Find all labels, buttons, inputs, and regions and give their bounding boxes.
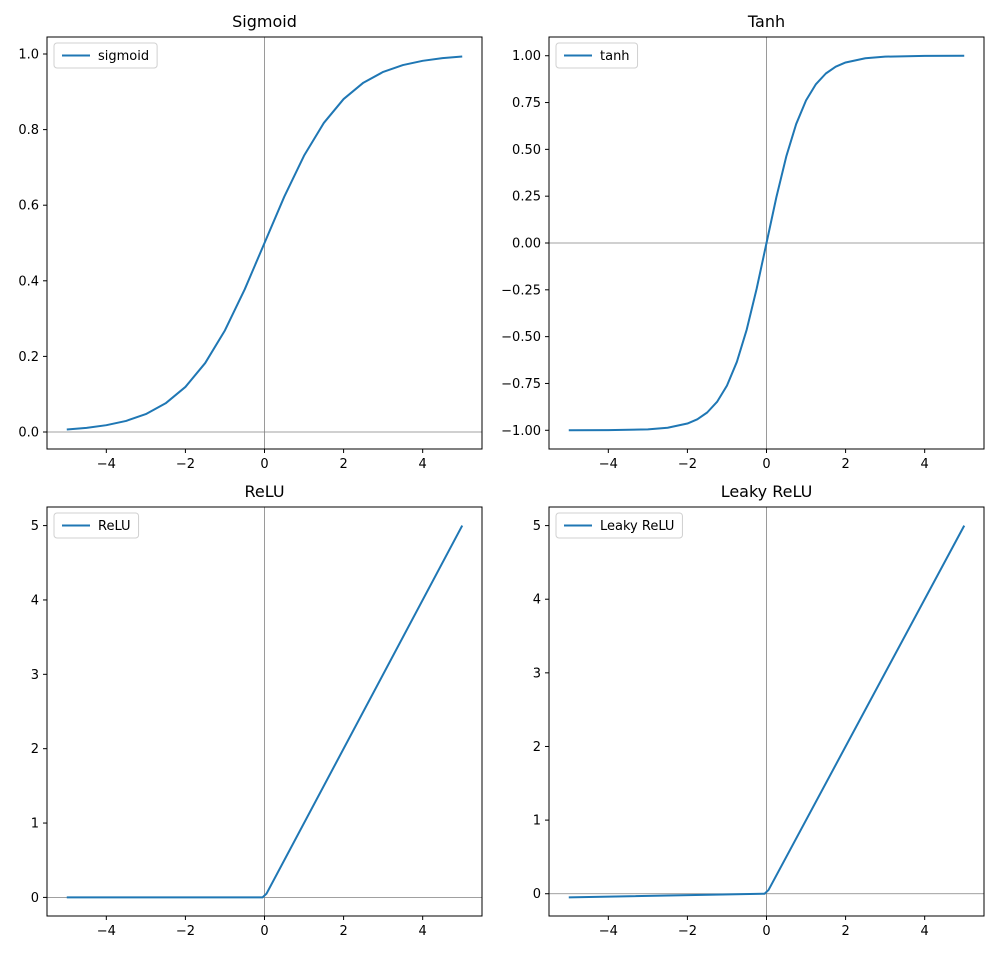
tanh-y-tick-label: −1.00	[501, 424, 541, 439]
sigmoid-y-tick-label: 0.6	[18, 199, 39, 214]
leaky-relu-y-tick-label: 4	[533, 593, 541, 608]
leaky-relu-series-line-leaky-relu	[568, 525, 966, 899]
leaky-relu-legend-box	[555, 512, 683, 539]
relu-y-tick-label: 2	[31, 742, 39, 757]
sigmoid-x-tick-label: 4	[419, 457, 427, 472]
relu-x-tick-label: 0	[260, 924, 268, 939]
sigmoid-legend: sigmoid	[53, 42, 158, 69]
tanh-x-tick-label: 2	[841, 457, 849, 472]
relu-y-tick-label: 5	[31, 519, 39, 534]
tanh-x-tick-label: 4	[921, 457, 929, 472]
leaky-relu-y-tick-label: 3	[533, 666, 541, 681]
tanh-panel: −4 −2 0 2 4 −1.00 −0.75 −0.50 −0.25 0.00 0.25 0.50 0…	[501, 12, 985, 472]
tanh-x-tick-label: 0	[762, 457, 770, 472]
leaky-relu-x-tick-label: 4	[921, 924, 929, 939]
tanh-y-tick-label: 1.00	[512, 49, 541, 64]
sigmoid-y-tick-label: 1.0	[18, 48, 39, 63]
leaky-relu-y-tick-label: 1	[533, 814, 541, 829]
relu-y-tick-label: 4	[31, 593, 39, 608]
relu-series-line-relu	[66, 525, 464, 899]
sigmoid-x-tick-label: 2	[339, 457, 347, 472]
sigmoid-y-tick-label: 0.2	[18, 350, 39, 365]
sigmoid-x-tick-label: 0	[260, 457, 268, 472]
sigmoid-y-tick-label: 0.0	[18, 425, 39, 440]
leaky-relu-legend-label: Leaky ReLU	[600, 519, 674, 534]
tanh-y-tick-label: −0.50	[501, 330, 541, 345]
relu-legend: ReLU	[53, 512, 140, 539]
relu-x-tick-label: 2	[339, 924, 347, 939]
tanh-legend-box	[555, 42, 639, 69]
leaky-relu-panel: −4 −2 0 2 4 0 1 2 3 4 5 Leaky ReLU Leaky ReLU	[533, 482, 985, 939]
leaky-relu-x-tick-label: −2	[678, 924, 697, 939]
tanh-chart-title: Tanh	[747, 12, 785, 31]
sigmoid-y-tick-label: 0.4	[18, 274, 39, 289]
leaky-relu-x-tick-label: 2	[841, 924, 849, 939]
tanh-y-tick-label: −0.75	[501, 377, 541, 392]
sigmoid-chart-title: Sigmoid	[232, 12, 297, 31]
relu-panel: −4 −2 0 2 4 0 1 2 3 4 5 ReLU ReLU	[31, 482, 483, 939]
relu-y-tick-label: 0	[31, 891, 39, 906]
sigmoid-x-tick-label: −4	[97, 457, 116, 472]
sigmoid-y-tick-label: 0.8	[18, 123, 39, 138]
tanh-y-tick-label: 0.50	[512, 143, 541, 158]
leaky-relu-legend: Leaky ReLU	[555, 512, 683, 539]
leaky-relu-x-tick-label: −4	[599, 924, 618, 939]
sigmoid-panel: −4 −2 0 2 4 0.0 0.2 0.4 0.6 0.8 1.0 Sigmoid sigmoid	[18, 12, 483, 472]
relu-y-tick-label: 1	[31, 817, 39, 832]
relu-legend-label: ReLU	[98, 519, 131, 534]
tanh-legend-label: tanh	[600, 49, 630, 64]
tanh-y-tick-label: −0.25	[501, 283, 541, 298]
leaky-relu-chart-title: Leaky ReLU	[721, 482, 813, 501]
sigmoid-x-tick-label: −2	[176, 457, 195, 472]
tanh-x-tick-label: −2	[678, 457, 697, 472]
relu-legend-box	[53, 512, 140, 539]
tanh-series-line-tanh	[568, 54, 965, 432]
leaky-relu-y-tick-label: 0	[533, 887, 541, 902]
tanh-y-tick-label: 0.00	[512, 237, 541, 252]
tanh-x-tick-label: −4	[599, 457, 618, 472]
tanh-y-tick-label: 0.75	[512, 96, 541, 111]
sigmoid-legend-box	[53, 42, 158, 69]
leaky-relu-y-tick-label: 2	[533, 740, 541, 755]
sigmoid-series-line-sigmoid	[66, 55, 463, 431]
relu-y-tick-label: 3	[31, 668, 39, 683]
leaky-relu-y-tick-label: 5	[533, 519, 541, 534]
sigmoid-legend-label: sigmoid	[98, 49, 149, 64]
relu-x-tick-label: −4	[97, 924, 116, 939]
leaky-relu-x-tick-label: 0	[762, 924, 770, 939]
relu-x-tick-label: 4	[419, 924, 427, 939]
tanh-y-tick-label: 0.25	[512, 190, 541, 205]
relu-x-tick-label: −2	[176, 924, 195, 939]
relu-chart-title: ReLU	[244, 482, 284, 501]
tanh-legend: tanh	[555, 42, 639, 69]
